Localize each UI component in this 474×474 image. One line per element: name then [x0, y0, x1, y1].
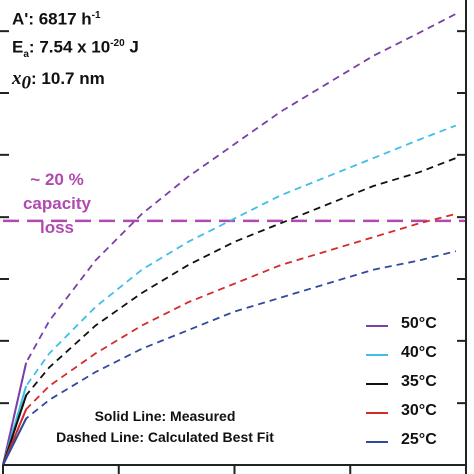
series-measured-0	[2, 362, 28, 466]
param-ea-exponent: -20	[110, 37, 125, 49]
solid-line-note: Solid Line: Measured	[94, 408, 236, 424]
legend-item: 35°C	[366, 372, 466, 401]
legend-item: 40°C	[366, 343, 466, 372]
legend-item: 25°C	[366, 430, 466, 459]
legend-label: 50°C	[401, 315, 437, 332]
series-line-0	[2, 13, 457, 466]
param-x0-letter: x	[12, 67, 22, 89]
dashed-line-note: Dashed Line: Calculated Best Fit	[56, 429, 274, 445]
param-activation-energy: Ea: 7.54 x 10-20 J	[12, 32, 139, 67]
series-measured-4	[2, 418, 28, 466]
param-ea-colon: :	[28, 37, 35, 57]
capacity-loss-line1: ~ 20 %	[30, 170, 84, 189]
line-style-notes: Solid Line: Measured Dashed Line: Calcul…	[30, 406, 300, 448]
axis-ticks	[0, 30, 467, 474]
param-x0-subscript: 0	[21, 72, 32, 94]
axes	[3, 0, 467, 466]
legend-swatch	[366, 412, 388, 414]
legend-label: 40°C	[401, 344, 437, 361]
param-ea-value: 7.54 x 10	[39, 37, 111, 57]
legend-swatch	[366, 441, 388, 443]
param-a-value: 6817 h	[38, 9, 92, 29]
legend: 50°C 40°C 35°C 30°C 25°C	[366, 314, 466, 459]
legend-label: 30°C	[401, 402, 437, 419]
series-line-3	[2, 213, 457, 466]
legend-item: 50°C	[366, 314, 466, 343]
param-a-prime: A': 6817 h-1	[12, 4, 139, 32]
fit-parameters: A': 6817 h-1 Ea: 7.54 x 10-20 J x0: 10.7…	[12, 4, 139, 95]
series-line-2	[2, 157, 457, 466]
legend-item: 30°C	[366, 401, 466, 430]
legend-label: 35°C	[401, 373, 437, 390]
series-line-4	[2, 250, 457, 466]
param-x0-value: 10.7 nm	[41, 68, 105, 88]
param-x0: x0: 10.7 nm	[12, 67, 139, 95]
param-ea-subscript: a	[23, 48, 29, 60]
capacity-loss-label: ~ 20 % capacity loss	[12, 168, 102, 240]
param-a-prefix: A':	[12, 9, 34, 29]
legend-label: 25°C	[401, 431, 437, 448]
series-line-1	[2, 124, 457, 466]
param-a-exponent: -1	[91, 10, 101, 21]
param-ea-letter: E	[12, 37, 24, 57]
legend-swatch	[366, 325, 388, 327]
legend-swatch	[366, 354, 388, 356]
legend-swatch	[366, 383, 388, 385]
param-ea-unit: J	[124, 37, 139, 57]
param-x0-colon: :	[31, 68, 37, 88]
capacity-loss-line3: loss	[39, 218, 75, 237]
series-lines	[2, 13, 457, 466]
capacity-loss-line2: capacity	[22, 194, 92, 213]
